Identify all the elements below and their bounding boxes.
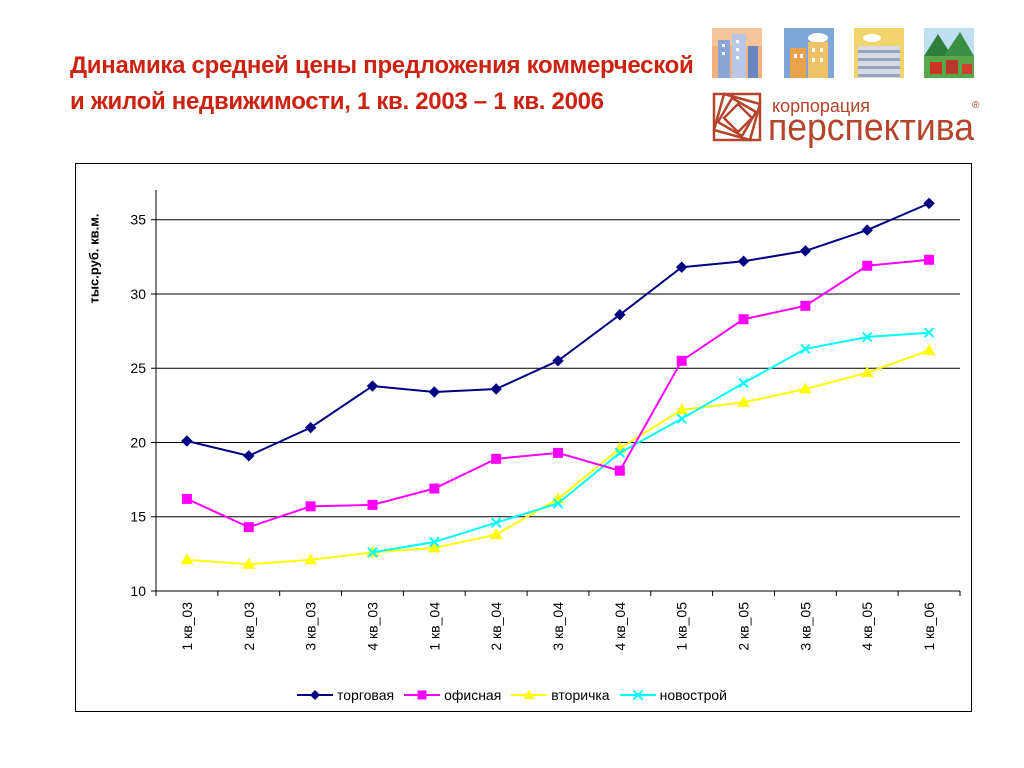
data-point: [304, 553, 317, 565]
data-point: [923, 197, 935, 210]
data-point: [429, 536, 440, 548]
data-point: [675, 403, 689, 415]
y-axis-title: тыс.руб. кв.м.: [86, 213, 102, 304]
chart-legend: торговая офисная вторичка новострой: [0, 687, 1024, 703]
round-tower-icon: [854, 28, 904, 78]
data-point: [367, 499, 378, 510]
legend-marker: [310, 690, 320, 700]
legend-swatch: [404, 690, 441, 700]
x-tick-label: 2 кв_04: [488, 602, 504, 651]
series-line: [186, 202, 930, 457]
y-tick-label: 20: [130, 434, 146, 450]
data-point: [800, 300, 811, 311]
y-tick-label: 25: [130, 360, 146, 376]
data-point: [922, 343, 936, 355]
x-tick-label: 3 кв_04: [550, 602, 566, 651]
x-tick-label: 1 кв_04: [426, 602, 442, 651]
data-point: [366, 380, 379, 392]
legend-swatch: [297, 690, 333, 700]
data-point: [738, 314, 749, 325]
legend-item: торговая: [297, 687, 394, 703]
legend-label: офисная: [444, 687, 502, 703]
data-point: [491, 453, 502, 464]
data-point: [923, 327, 935, 338]
logo-registered-mark: ®: [972, 100, 980, 111]
data-point: [799, 245, 812, 257]
y-tick-label: 10: [130, 583, 146, 599]
data-point: [428, 386, 441, 398]
legend-item: вторичка: [511, 687, 610, 703]
data-point: [553, 447, 563, 458]
data-point: [490, 383, 502, 395]
series-line: [186, 258, 930, 529]
data-point: [614, 447, 626, 459]
data-point: [427, 541, 441, 553]
data-point: [675, 261, 688, 273]
y-tick-label: 35: [130, 212, 146, 228]
data-point: [738, 377, 749, 389]
data-point: [305, 501, 316, 512]
legend-label: новострой: [659, 687, 727, 703]
spiral-emblem-icon: [712, 92, 762, 142]
chart-frame: [75, 163, 972, 712]
x-tick-label: 2 кв_05: [736, 602, 752, 651]
x-tick-label: 4 кв_03: [364, 602, 380, 651]
logo-line2: перспектива: [768, 107, 975, 149]
series-line: [372, 331, 930, 554]
data-point: [243, 450, 255, 462]
page-title: Динамика средней цены предложения коммер…: [70, 52, 694, 115]
legend-marker: [417, 690, 427, 700]
data-point: [614, 465, 625, 476]
data-point: [799, 382, 812, 394]
x-tick-label: 1 кв_03: [179, 602, 195, 651]
data-point: [490, 517, 502, 528]
data-point: [552, 498, 564, 509]
legend-item: новострой: [619, 687, 727, 703]
legend-swatch: [511, 689, 548, 699]
legend-swatch: [619, 689, 656, 701]
data-point: [862, 260, 873, 271]
house-buildings-icon: [784, 28, 834, 78]
data-point: [737, 395, 750, 407]
data-point: [614, 309, 626, 321]
data-point: [676, 355, 687, 366]
data-point: [181, 435, 193, 447]
data-point: [304, 421, 317, 434]
x-tick-label: 4 кв_05: [859, 602, 875, 651]
x-tick-label: 3 кв_03: [303, 602, 319, 651]
data-point: [242, 557, 256, 569]
data-point: [552, 355, 564, 367]
company-logo: корпорация перспектива ®: [712, 28, 980, 149]
forest-houses-icon: [924, 28, 974, 78]
legend-item: офисная: [404, 687, 501, 703]
data-point: [367, 547, 378, 558]
data-point: [861, 224, 873, 236]
data-point: [737, 255, 750, 267]
y-tick-label: 30: [130, 286, 146, 302]
x-tick-label: 3 кв_05: [797, 602, 813, 651]
logo-line1: корпорация: [772, 96, 870, 116]
x-tick-label: 1 кв_06: [921, 602, 937, 651]
data-point: [862, 331, 873, 343]
x-tick-label: 2 кв_03: [241, 602, 257, 651]
legend-label: торговая: [337, 687, 395, 703]
y-tick-label: 15: [130, 509, 146, 525]
data-point: [429, 483, 440, 494]
city-buildings-icon: [712, 28, 762, 78]
x-tick-label: 4 кв_04: [612, 602, 628, 651]
data-point: [181, 493, 192, 504]
legend-label: вторичка: [551, 687, 610, 703]
data-point: [180, 553, 194, 565]
data-point: [676, 413, 687, 424]
data-point: [489, 528, 503, 540]
data-point: [243, 522, 254, 533]
legend-marker: [523, 689, 535, 699]
x-tick-label: 1 кв_05: [674, 602, 690, 651]
legend-marker: [632, 689, 643, 701]
data-point: [860, 366, 874, 378]
data-point: [800, 343, 811, 355]
data-point: [924, 254, 935, 265]
